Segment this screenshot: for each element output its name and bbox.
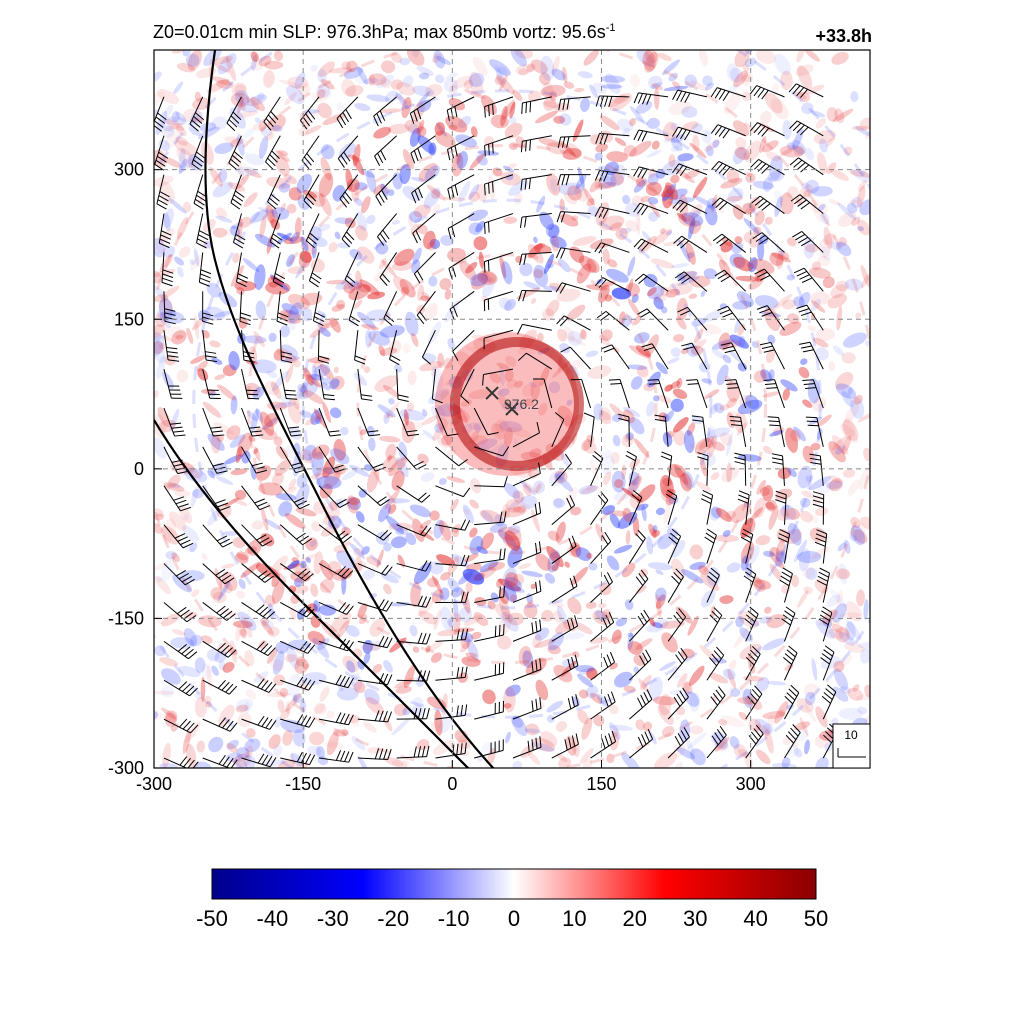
barb-flag <box>806 417 817 418</box>
colorbar-tick-label: 30 <box>683 906 707 931</box>
barb-flag <box>649 384 660 385</box>
barb-flag <box>488 260 489 271</box>
barb-staff <box>745 456 746 486</box>
colorbar-tick-label: 20 <box>623 906 647 931</box>
title-superscript: -1 <box>606 22 616 34</box>
barb-flag <box>768 417 779 418</box>
y-tick-label: -150 <box>108 608 144 628</box>
x-tick-label: 0 <box>447 774 457 794</box>
reference-label: 10 <box>844 728 858 742</box>
barb-flag <box>285 390 296 391</box>
wind-reference-box: 10 <box>833 724 870 768</box>
y-tick-label: 150 <box>114 309 144 329</box>
y-tick-label: 300 <box>114 160 144 180</box>
forecast-time-label: +33.8h <box>815 26 872 47</box>
barb-flag <box>484 262 485 273</box>
colorbar-tick-label: 50 <box>804 906 828 931</box>
x-tick-label: 150 <box>586 774 616 794</box>
barb-flag <box>488 222 489 233</box>
barb-flag <box>504 624 505 635</box>
barb-flag <box>530 101 531 112</box>
vorticity-blob <box>668 154 675 167</box>
colorbar-tick-label: -20 <box>377 906 409 931</box>
vorticity-blob <box>779 709 786 717</box>
barb-flag <box>769 425 780 426</box>
barb-flag <box>526 102 527 113</box>
colorbar-tick-label: -40 <box>257 906 289 931</box>
barb-flag <box>286 399 297 400</box>
barb-flag <box>285 394 296 395</box>
barb-flag <box>499 625 500 636</box>
colorbar-tick-label: 10 <box>562 906 586 931</box>
vorticity-blob <box>503 687 516 713</box>
barb-flag <box>485 223 486 234</box>
barb-flag <box>522 103 523 114</box>
x-tick-label: 300 <box>736 774 766 794</box>
barb-flag <box>493 182 494 193</box>
y-tick-label: -300 <box>108 758 144 778</box>
y-tick-label: 0 <box>134 459 144 479</box>
chart-title: Z0=0.01cm min SLP: 976.3hPa; max 850mb v… <box>153 22 616 43</box>
colorbar <box>212 869 816 899</box>
colorbar-tick-label: 40 <box>743 906 767 931</box>
barb-flag <box>648 380 659 381</box>
colorbar-tick-label: -10 <box>438 906 470 931</box>
barb-flag <box>485 184 486 195</box>
barb-flag <box>610 383 621 384</box>
barb-flag <box>768 421 779 422</box>
barb-flag <box>807 421 818 422</box>
colorbar-tick-label: -30 <box>317 906 349 931</box>
barb-flag <box>495 626 496 637</box>
colorbar-tick-label: -50 <box>196 906 228 931</box>
colorbar-tick-label: 0 <box>508 906 520 931</box>
barb-flag <box>609 380 620 381</box>
barb-flag <box>489 183 490 194</box>
center-pressure-label: 976.2 <box>504 396 539 412</box>
barb-flag <box>808 425 819 426</box>
x-tick-label: -150 <box>285 774 321 794</box>
